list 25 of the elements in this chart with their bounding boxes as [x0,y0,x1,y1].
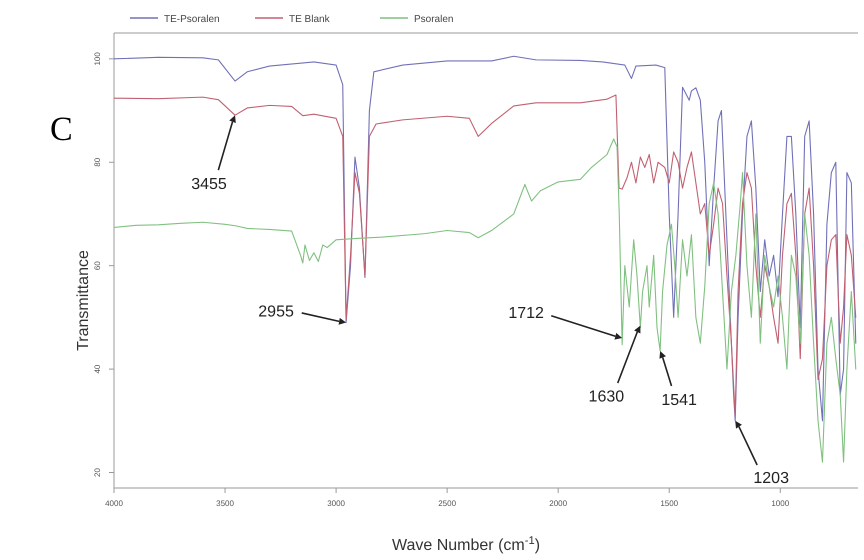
x-tick-label: 4000 [105,499,124,508]
x-tick-label: 2000 [549,499,568,508]
legend-label: Psoralen [414,14,454,25]
x-tick-label: 3500 [216,499,234,508]
x-axis-title: Wave Number (cm$^{-1}$) [392,535,540,554]
y-tick-label: 40 [93,364,102,374]
x-tick-label: 2500 [438,499,457,508]
y-tick-label: 80 [93,157,102,167]
legend-label: TE-Psoralen [164,14,220,25]
annotation: 1203 [753,470,790,487]
x-tick-label: 1500 [660,499,679,508]
y-tick-label: 100 [93,52,102,66]
legend-label: TE Blank [289,14,331,25]
annotation: 2955 [258,304,294,321]
y-tick-label: 60 [93,260,102,270]
annotation: 1541 [661,392,698,409]
x-tick-label: 1000 [771,499,790,508]
y-axis-title: Transmittance [75,250,92,351]
annotation: 1630 [588,388,624,406]
annotation: 3455 [191,176,227,194]
line-series [114,138,856,463]
text: C [50,111,73,148]
annotation: 1712 [508,305,544,322]
y-tick-label: 20 [93,467,102,477]
x-tick-label: 3000 [327,499,346,508]
